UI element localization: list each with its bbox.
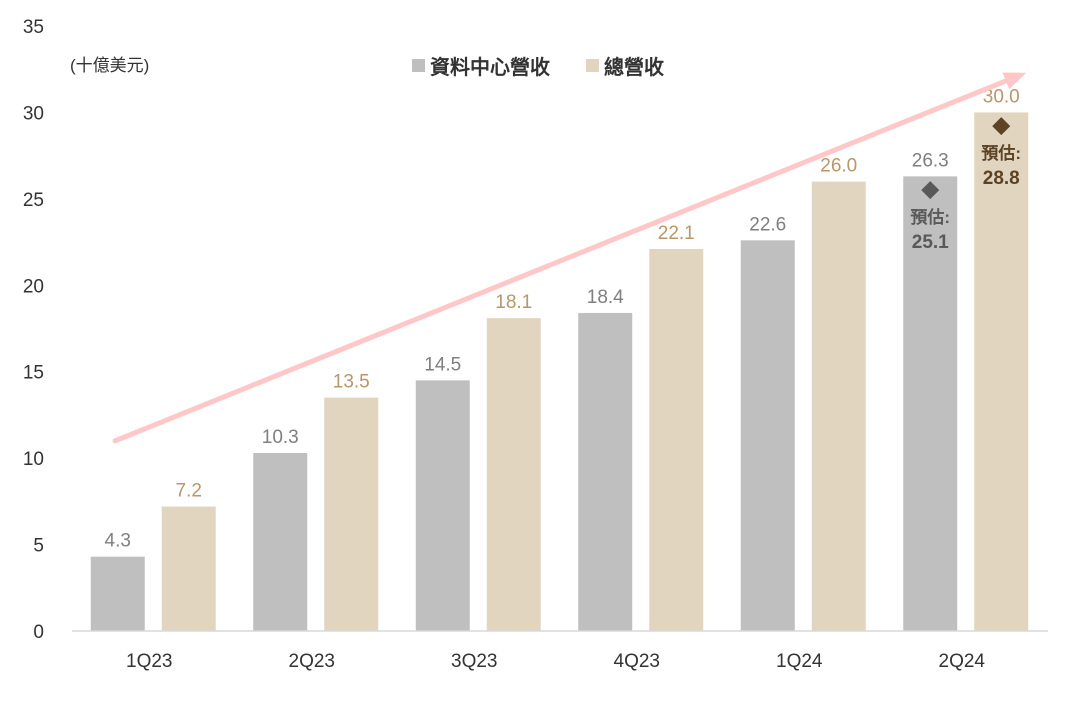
bar bbox=[811, 181, 866, 632]
x-tick-label: 3Q23 bbox=[451, 651, 497, 672]
y-tick-label: 25 bbox=[23, 190, 44, 211]
y-tick-label: 20 bbox=[23, 276, 44, 297]
y-tick-label: 0 bbox=[33, 622, 44, 643]
bar-value-label: 30.0 bbox=[983, 86, 1020, 107]
bar-value-label: 22.6 bbox=[749, 214, 786, 235]
legend-swatch bbox=[586, 59, 599, 72]
estimate-value: 28.8 bbox=[983, 168, 1020, 189]
bar-value-label: 26.0 bbox=[820, 156, 857, 177]
bar bbox=[324, 397, 379, 631]
y-tick-label: 10 bbox=[23, 449, 44, 470]
y-tick-label: 35 bbox=[23, 17, 44, 38]
x-tick-label: 4Q23 bbox=[614, 651, 660, 672]
bar bbox=[578, 312, 633, 631]
bar bbox=[415, 380, 470, 631]
legend-label: 總營收 bbox=[604, 55, 664, 79]
estimate-marker bbox=[921, 181, 940, 200]
bar bbox=[90, 556, 145, 631]
bar bbox=[740, 240, 795, 632]
bar bbox=[649, 248, 704, 631]
bar bbox=[486, 318, 541, 631]
y-tick-label: 15 bbox=[23, 363, 44, 384]
legend-swatch bbox=[412, 59, 425, 72]
bar bbox=[161, 506, 216, 631]
trend-arrow-line bbox=[112, 78, 1009, 444]
bar-value-label: 7.2 bbox=[176, 481, 202, 502]
x-tick-label: 1Q23 bbox=[126, 651, 172, 672]
bar-value-label: 14.5 bbox=[424, 354, 461, 375]
estimate-marker bbox=[992, 117, 1011, 136]
x-tick-label: 2Q24 bbox=[939, 651, 986, 672]
bar-value-label: 4.3 bbox=[105, 531, 131, 552]
bar-value-label: 22.1 bbox=[658, 223, 695, 244]
bar bbox=[253, 452, 308, 631]
bar bbox=[974, 112, 1029, 631]
estimate-label: 預估: bbox=[910, 207, 950, 227]
legend-label: 資料中心營收 bbox=[430, 55, 550, 79]
unit-label: (十億美元) bbox=[70, 56, 149, 75]
trend-arrow bbox=[112, 72, 1027, 444]
y-tick-label: 5 bbox=[33, 536, 44, 557]
bar-value-label: 13.5 bbox=[333, 372, 370, 393]
bar-value-label: 26.3 bbox=[912, 150, 949, 171]
bars: 4.3 10.3 14.5 18.4 22.6 26.3 7.2 13.5 18.1 22.1 26… bbox=[90, 86, 1029, 632]
bar bbox=[903, 176, 958, 631]
estimate-label: 預估: bbox=[981, 143, 1021, 163]
estimate-value: 25.1 bbox=[912, 232, 949, 253]
x-axis-categories: 1Q23 2Q23 3Q23 4Q23 1Q24 2Q24 bbox=[126, 651, 985, 672]
y-tick-label: 30 bbox=[23, 103, 44, 124]
x-tick-label: 1Q24 bbox=[776, 651, 823, 672]
estimates: 預估: 25.1 預估: 28.8 bbox=[910, 117, 1021, 253]
y-axis-ticks: 0 5 10 15 20 25 30 35 bbox=[23, 17, 44, 643]
trend-arrow-head bbox=[1002, 72, 1027, 90]
x-tick-label: 2Q23 bbox=[289, 651, 335, 672]
legend: 資料中心營收 總營收 bbox=[412, 55, 664, 79]
bar-value-label: 18.4 bbox=[587, 287, 624, 308]
bar-value-label: 10.3 bbox=[262, 427, 299, 448]
bar-value-label: 18.1 bbox=[495, 292, 532, 313]
